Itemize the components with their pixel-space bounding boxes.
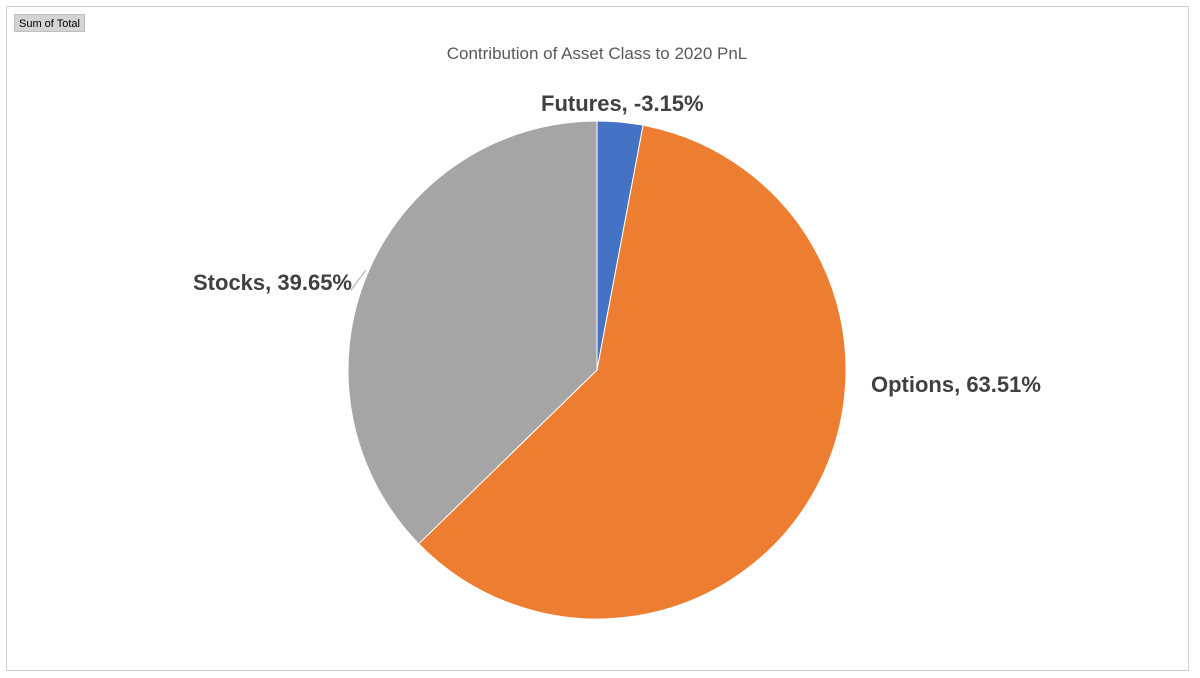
pie-slice-stocks[interactable] — [347, 120, 598, 545]
data-label-stocks: Stocks, 39.65% — [193, 270, 352, 295]
chart-title: Contribution of Asset Class to 2020 PnL — [446, 44, 748, 63]
data-label-options: Options, 63.51% — [871, 372, 1041, 397]
leader-line-stocks — [350, 269, 367, 291]
sum-of-total-field-button[interactable]: Sum of Total — [14, 14, 85, 32]
leader-lines — [350, 269, 367, 291]
data-labels: Futures, -3.15% Options, 63.51% Stocks, 39… — [193, 91, 1041, 397]
data-label-futures: Futures, -3.15% — [541, 91, 704, 116]
pie-slice-options[interactable] — [417, 124, 847, 620]
pie-slices — [347, 120, 847, 620]
